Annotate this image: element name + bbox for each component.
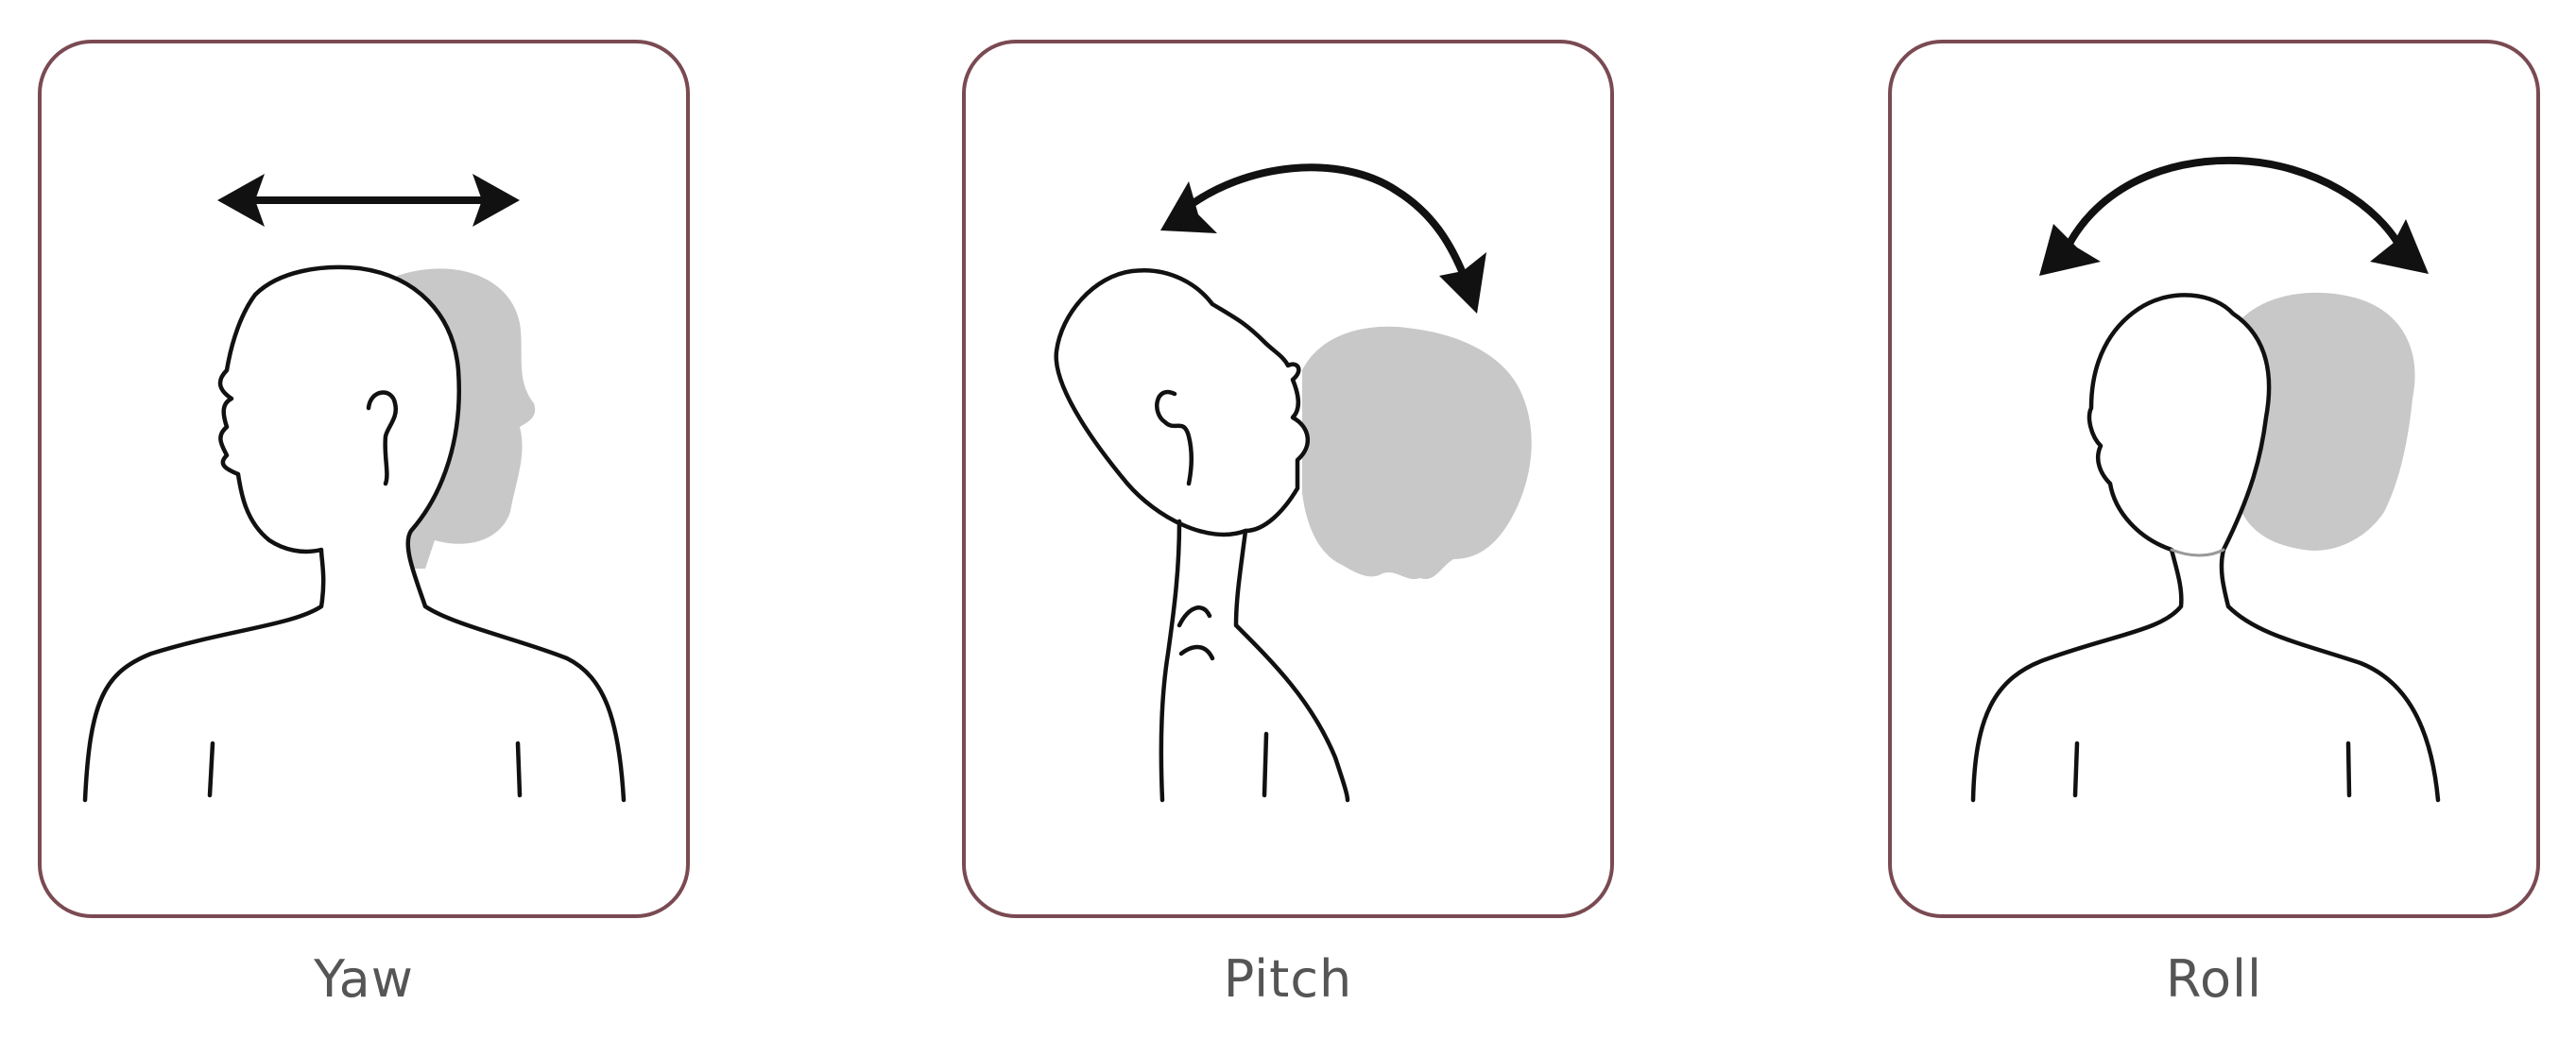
pitch-caption: Pitch bbox=[1223, 949, 1353, 1009]
double-headed-curved-arrow-icon bbox=[2039, 156, 2429, 276]
pitch-throat-line bbox=[1176, 605, 1212, 628]
pitch-back-outline bbox=[1159, 519, 1182, 803]
roll-arm-left bbox=[2072, 741, 2080, 798]
yaw-arm-left bbox=[207, 741, 215, 798]
yaw-panel bbox=[38, 40, 690, 918]
yaw-illustration bbox=[38, 40, 690, 918]
pitch-chest-line bbox=[1178, 644, 1215, 661]
double-headed-curved-arrow-icon bbox=[1160, 163, 1486, 314]
roll-chin-line bbox=[2170, 548, 2225, 557]
roll-arm-right bbox=[2345, 741, 2352, 798]
double-headed-straight-arrow-icon bbox=[217, 174, 520, 227]
roll-panel bbox=[1888, 40, 2540, 918]
yaw-caption: Yaw bbox=[314, 949, 414, 1009]
pitch-illustration bbox=[962, 40, 1614, 918]
yaw-ear bbox=[366, 390, 399, 486]
pitch-ear bbox=[1155, 389, 1194, 486]
pitch-arm-line bbox=[1262, 731, 1269, 798]
yaw-arm-right bbox=[515, 741, 523, 798]
pitch-ghost-head bbox=[1302, 326, 1532, 580]
yaw-person-outline bbox=[82, 264, 627, 803]
pitch-torso-outline bbox=[1233, 528, 1350, 803]
roll-illustration bbox=[1888, 40, 2540, 918]
roll-caption: Roll bbox=[2165, 949, 2263, 1009]
roll-ghost-head bbox=[2238, 292, 2415, 551]
pitch-panel bbox=[962, 40, 1614, 918]
roll-person-outline bbox=[1970, 293, 2441, 803]
pitch-head-outline bbox=[1054, 267, 1310, 537]
